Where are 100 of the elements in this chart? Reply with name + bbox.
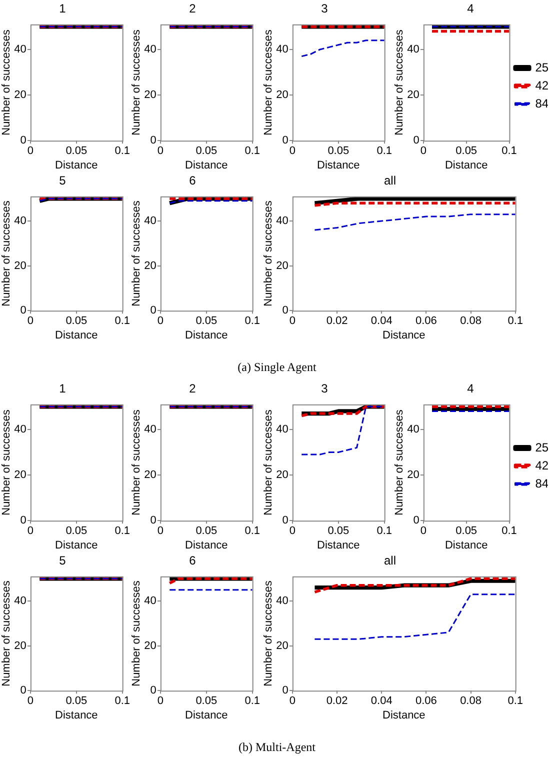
y-axis-title: Number of successes: [0, 200, 13, 306]
x-tick-label: 0.1: [508, 695, 524, 708]
x-tick-label: 0.06: [415, 315, 437, 328]
chart-title: 4: [467, 2, 474, 16]
y-tick-label: 0: [282, 304, 288, 317]
x-tick-label: 0.1: [114, 315, 130, 328]
y-axis-title: Number of successes: [394, 409, 406, 516]
x-axis-title: Distance: [184, 539, 228, 552]
chart-title: 1: [59, 382, 66, 396]
y-tick-label: 20: [407, 89, 420, 102]
x-axis-title: Distance: [444, 159, 488, 172]
x-tick-label: 0.1: [114, 695, 130, 708]
y-tick-label: 20: [144, 260, 156, 272]
legend-label: 25: [535, 60, 549, 74]
x-tick-label: 0.05: [66, 695, 88, 708]
y-tick-label: 0: [150, 134, 156, 147]
x-tick-label: 0.1: [114, 145, 130, 158]
chart-title: 5: [59, 174, 66, 188]
x-tick-label: 0.05: [66, 145, 88, 158]
y-tick-label: 0: [150, 514, 156, 527]
y-tick-label: 0: [282, 684, 288, 697]
x-axis-title: Distance: [54, 159, 98, 172]
x-axis-title: Distance: [444, 539, 488, 552]
y-tick-label: 0: [282, 514, 288, 527]
y-tick-label: 0: [150, 304, 156, 317]
y-axis-title: Number of successes: [130, 580, 143, 686]
x-tick-label: 0.1: [114, 525, 130, 538]
y-tick-label: 40: [276, 423, 288, 436]
y-tick-label: 40: [144, 595, 156, 608]
chart-title: 4: [467, 382, 474, 396]
y-tick-label: 20: [144, 469, 156, 482]
y-tick-label: 40: [276, 595, 288, 608]
x-tick-label: 0.05: [456, 525, 478, 538]
y-tick-label: 20: [144, 640, 156, 652]
chart-title: 2: [189, 2, 196, 16]
y-tick-label: 20: [276, 260, 288, 272]
y-tick-label: 20: [276, 469, 288, 482]
y-axis-title: Number of successes: [394, 29, 406, 136]
x-axis-title: Distance: [316, 539, 360, 552]
x-axis-title: Distance: [54, 329, 98, 342]
x-axis-title: Distance: [382, 709, 426, 722]
y-tick-label: 40: [14, 595, 26, 608]
x-axis-title: Distance: [316, 159, 360, 172]
x-tick-label: 0.05: [196, 695, 218, 708]
x-tick-label: 0.1: [244, 315, 260, 328]
y-tick-label: 20: [14, 469, 26, 482]
x-tick-label: 0.08: [460, 315, 482, 328]
chart-title: 3: [321, 382, 328, 396]
x-axis-title: Distance: [54, 539, 98, 552]
y-tick-label: 40: [276, 215, 288, 228]
x-tick-label: 0.05: [66, 525, 88, 538]
y-tick-label: 40: [144, 423, 156, 436]
x-tick-label: 0.05: [66, 315, 88, 328]
chart-title: 6: [189, 554, 196, 568]
x-tick-label: 0.1: [376, 525, 392, 538]
y-tick-label: 0: [282, 134, 288, 147]
y-tick-label: 40: [276, 43, 288, 56]
x-tick-label: 0.08: [460, 695, 482, 708]
y-tick-label: 0: [20, 134, 26, 147]
text: (a) Single Agent: [236, 360, 318, 375]
chart-title: 3: [321, 2, 328, 16]
y-tick-label: 40: [144, 215, 156, 228]
x-tick-label: 0.1: [502, 145, 517, 158]
x-tick-label: 0.06: [415, 695, 437, 708]
text: (b) Multi-Agent: [238, 740, 316, 755]
chart-title: 5: [59, 554, 66, 568]
chart-title: 2: [189, 382, 196, 396]
x-tick-label: 0.05: [328, 145, 350, 158]
y-tick-label: 40: [407, 423, 420, 436]
x-tick-label: 0.05: [328, 525, 350, 538]
x-tick-label: 0.1: [244, 525, 260, 538]
y-axis-title: Number of successes: [262, 409, 275, 516]
y-tick-label: 40: [144, 43, 156, 56]
y-tick-label: 0: [20, 684, 26, 697]
x-axis-title: Distance: [184, 709, 228, 722]
x-axis-title: Distance: [382, 329, 426, 342]
x-tick-label: 0.04: [370, 315, 392, 328]
y-tick-label: 40: [14, 215, 26, 228]
legend-label: 42: [535, 458, 549, 472]
x-tick-label: 0.02: [326, 695, 348, 708]
x-tick-label: 0.05: [196, 525, 218, 538]
y-tick-label: 20: [14, 89, 26, 102]
y-tick-label: 20: [276, 640, 288, 652]
y-axis-title: Number of successes: [0, 409, 13, 516]
y-tick-label: 0: [413, 514, 420, 527]
y-tick-label: 0: [20, 304, 26, 317]
y-tick-label: 0: [413, 134, 420, 147]
y-tick-label: 40: [14, 43, 26, 56]
y-tick-label: 20: [14, 640, 26, 652]
y-axis-title: Number of successes: [262, 200, 275, 306]
legend-label: 42: [535, 78, 549, 92]
y-tick-label: 40: [407, 43, 420, 56]
y-tick-label: 20: [144, 89, 156, 102]
chart-title: all: [384, 554, 396, 568]
y-tick-label: 0: [20, 514, 26, 527]
x-tick-label: 0.05: [196, 315, 218, 328]
y-axis-title: Number of successes: [130, 409, 143, 516]
chart-title: 6: [189, 174, 196, 188]
y-axis-title: Number of successes: [262, 29, 275, 136]
chart-title: 1: [59, 2, 66, 16]
